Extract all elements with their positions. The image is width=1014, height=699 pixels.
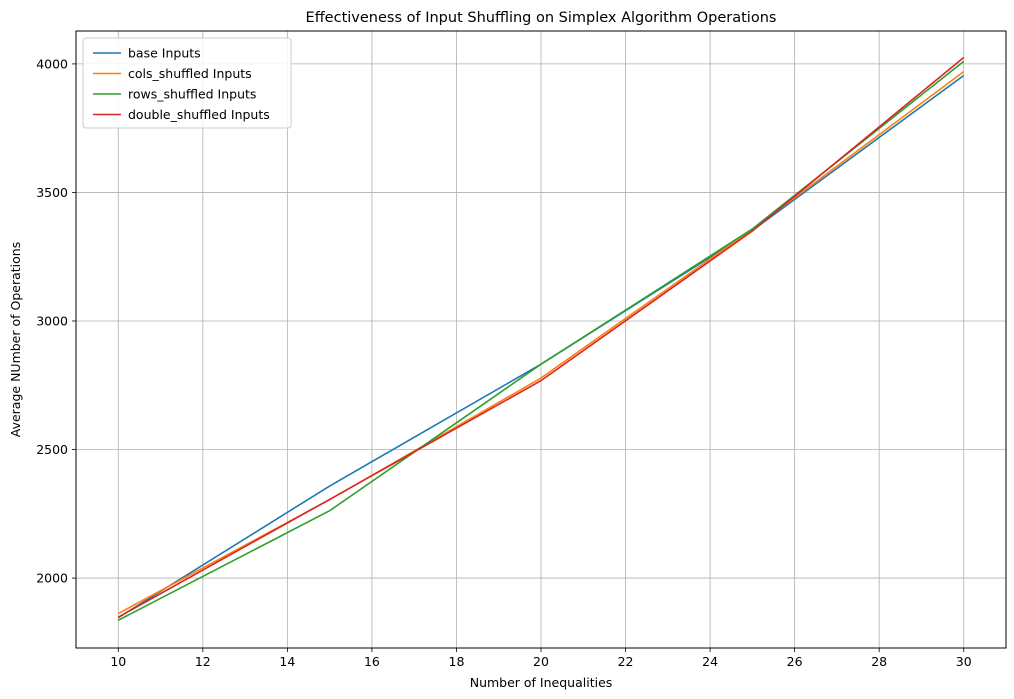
x-tick-label: 10 [110,654,126,669]
chart-title: Effectiveness of Input Shuffling on Simp… [306,10,777,26]
x-tick-label: 20 [533,654,549,669]
x-axis-ticks: 10 12 14 16 18 20 22 24 26 28 30 [110,648,972,669]
series-lines [117,56,965,621]
x-tick-label: 12 [195,654,211,669]
legend: base Inputs cols_shuffled Inputs rows_shuf… [82,37,292,129]
x-tick-label: 26 [787,654,803,669]
y-axis-ticks: 2000 2500 3000 3500 4000 [36,56,76,586]
legend-box [82,37,292,129]
x-tick-label: 22 [618,654,634,669]
y-tick-label: 2500 [36,442,68,457]
x-tick-label: 30 [956,654,972,669]
y-axis-label: Average NUmber of Operations [8,242,23,437]
legend-entry: base Inputs [128,46,201,61]
legend-entry: rows_shuffled Inputs [128,87,256,102]
y-tick-label: 4000 [36,56,68,71]
x-axis-label: Number of Inequalities [470,675,613,690]
x-tick-label: 14 [279,654,295,669]
y-tick-label: 2000 [36,571,68,586]
x-tick-label: 16 [364,654,380,669]
legend-entry: double_shuffled Inputs [128,107,270,122]
series-line-3 [117,56,965,618]
series-line-1 [117,70,965,615]
x-tick-label: 28 [871,654,887,669]
x-tick-label: 18 [449,654,465,669]
y-tick-label: 3000 [36,313,68,328]
legend-entry: cols_shuffled Inputs [128,66,252,81]
y-tick-label: 3500 [36,185,68,200]
x-tick-label: 24 [702,654,718,669]
grid [76,31,1006,648]
